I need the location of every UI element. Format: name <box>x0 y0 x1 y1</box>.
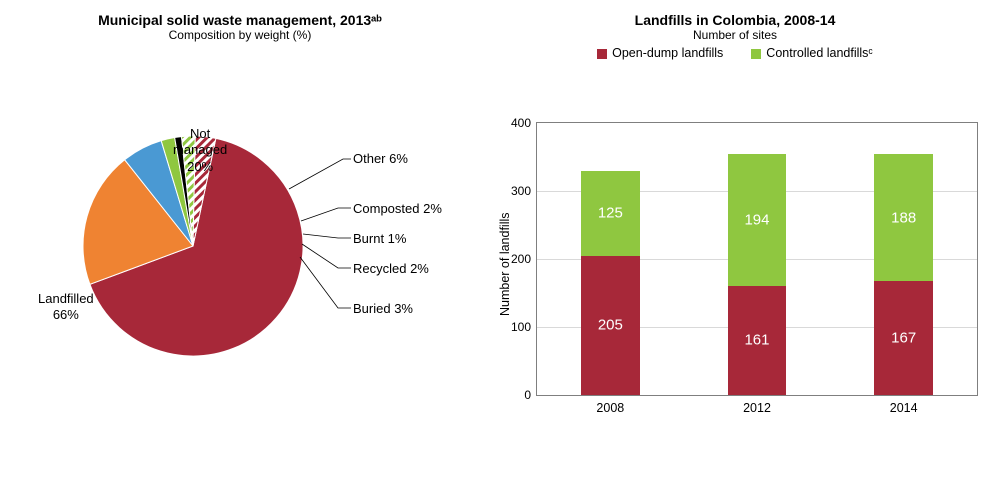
bar-value-open-dump: 167 <box>874 330 933 347</box>
ytick-label: 300 <box>511 184 531 198</box>
bar-title: Landfills in Colombia, 2008-14 <box>478 12 992 28</box>
bar-subtitle: Number of sites <box>478 28 992 42</box>
pie-label-buried: Buried 3% <box>353 301 413 317</box>
y-axis-label: Number of landfills <box>498 212 512 316</box>
xtick-label: 2012 <box>743 401 771 415</box>
pie-label-landfilled: Landfilled66% <box>38 291 94 324</box>
pie-subtitle: Composition by weight (%) <box>8 28 472 42</box>
pie-leader-buried <box>300 257 351 308</box>
pie-svg <box>8 46 472 406</box>
bar-controlled-2008: 125 <box>581 171 640 256</box>
pie-label-not_managed: Notmanaged20% <box>173 126 227 175</box>
pie-leader-burnt <box>303 234 351 238</box>
plot-area: 0100200300400205125200816119420121671882… <box>536 122 978 396</box>
legend-item-open_dump: Open-dump landfills <box>597 46 723 60</box>
bar-open-dump-2008: 205 <box>581 256 640 395</box>
pie-label-composted: Composted 2% <box>353 201 442 217</box>
ytick-label: 0 <box>524 388 531 402</box>
legend-label-controlled: Controlled landfillsᶜ <box>766 46 873 60</box>
xtick-label: 2008 <box>596 401 624 415</box>
pie-title: Municipal solid waste management, 2013ᵃᵇ <box>8 12 472 28</box>
bar-controlled-2012: 194 <box>728 154 787 286</box>
bar-value-open-dump: 205 <box>581 317 640 334</box>
bar-open-dump-2012: 161 <box>728 286 787 395</box>
ytick-label: 200 <box>511 252 531 266</box>
bar-value-controlled: 194 <box>728 211 787 228</box>
page: Municipal solid waste management, 2013ᵃᵇ… <box>0 0 1000 504</box>
bar-legend: Open-dump landfills Controlled landfillsᶜ <box>478 46 992 60</box>
pie-panel: Municipal solid waste management, 2013ᵃᵇ… <box>8 8 472 448</box>
ytick-label: 400 <box>511 116 531 130</box>
bar-controlled-2014: 188 <box>874 154 933 282</box>
pie-chart: Landfilled66% Notmanaged20% Other 6% Compos… <box>8 46 472 406</box>
legend-swatch-open_dump <box>597 49 607 59</box>
pie-leader-other <box>289 159 351 189</box>
bar-open-dump-2014: 167 <box>874 281 933 395</box>
legend-label-open_dump: Open-dump landfills <box>612 46 723 60</box>
legend-item-controlled: Controlled landfillsᶜ <box>751 46 873 60</box>
pie-label-recycled: Recycled 2% <box>353 261 429 277</box>
ytick-label: 100 <box>511 320 531 334</box>
pie-label-burnt: Burnt 1% <box>353 231 406 247</box>
bar-value-controlled: 125 <box>581 205 640 222</box>
pie-label-other: Other 6% <box>353 151 408 167</box>
bar-value-open-dump: 161 <box>728 332 787 349</box>
legend-swatch-controlled <box>751 49 761 59</box>
xtick-label: 2014 <box>890 401 918 415</box>
pie-leader-recycled <box>302 244 351 268</box>
bar-value-controlled: 188 <box>874 209 933 226</box>
bar-panel: Landfills in Colombia, 2008-14 Number of… <box>478 8 992 448</box>
bar-chart: 0 100 200 300 400 205 125 2008 161 194 2012 167 188 2… <box>478 60 992 420</box>
pie-leader-composted <box>301 208 351 221</box>
